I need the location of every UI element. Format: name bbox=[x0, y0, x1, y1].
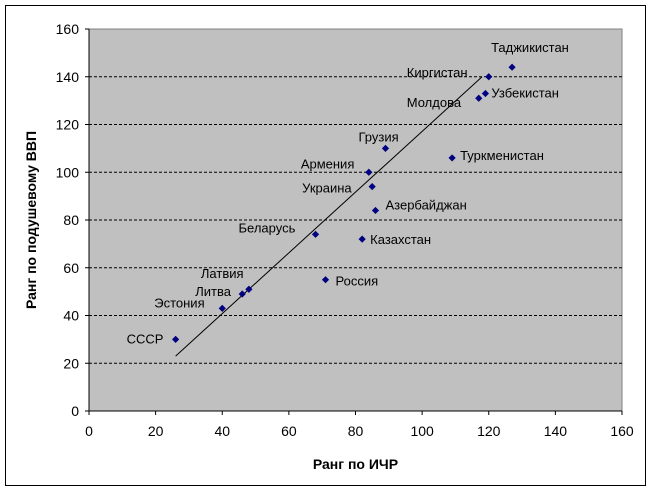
data-point bbox=[368, 182, 376, 191]
data-point bbox=[238, 290, 246, 298]
point-label: Молдова bbox=[407, 95, 462, 110]
point-label: Азербайджан bbox=[385, 197, 466, 212]
point-label: Украина bbox=[302, 181, 352, 196]
y-tick-label: 20 bbox=[63, 355, 79, 371]
point-label: Таджикистан bbox=[491, 40, 569, 55]
point-label: Эстония bbox=[154, 295, 204, 310]
x-tick-label: 140 bbox=[544, 423, 568, 439]
data-points bbox=[172, 63, 516, 343]
point-label: Беларусь bbox=[239, 220, 296, 235]
x-axis-title: Ранг по ИЧР bbox=[313, 456, 398, 472]
data-point bbox=[245, 285, 253, 293]
x-tick-label: 80 bbox=[348, 423, 364, 439]
x-tick-label: 20 bbox=[148, 423, 164, 439]
y-tick-label: 60 bbox=[63, 260, 79, 276]
x-tick-label: 120 bbox=[477, 423, 501, 439]
grid-lines bbox=[89, 76, 622, 364]
data-point bbox=[172, 335, 180, 343]
point-label: Грузия bbox=[358, 129, 398, 144]
point-label: Россия bbox=[336, 274, 379, 289]
x-tick-label: 40 bbox=[214, 423, 230, 439]
y-axis-title: Ранг по подушевому ВВП bbox=[23, 131, 39, 309]
x-axis-ticks: 0 20 40 60 80 100 120 140 160 bbox=[85, 411, 634, 439]
data-point bbox=[371, 206, 380, 215]
point-label: Армения bbox=[301, 156, 355, 171]
point-label: Литва bbox=[195, 284, 232, 299]
trendline bbox=[175, 76, 483, 357]
data-point bbox=[321, 276, 330, 284]
point-label: Казахстан bbox=[370, 232, 431, 247]
y-tick-label: 0 bbox=[71, 403, 79, 419]
point-label: СССР bbox=[127, 331, 164, 346]
x-tick-label: 0 bbox=[85, 423, 93, 439]
x-tick-label: 60 bbox=[281, 423, 297, 439]
point-label: Латвия bbox=[201, 266, 244, 281]
y-axis-ticks: 0 20 40 60 80 100 120 140 160 bbox=[56, 21, 622, 419]
x-tick-label: 160 bbox=[610, 423, 634, 439]
data-point bbox=[311, 230, 320, 238]
point-label: Киргистан bbox=[407, 65, 468, 80]
y-tick-label: 40 bbox=[63, 308, 79, 324]
data-point bbox=[381, 144, 390, 152]
point-label: Узбекистан bbox=[491, 85, 559, 100]
x-tick-label: 100 bbox=[410, 423, 434, 439]
y-tick-label: 160 bbox=[56, 21, 80, 37]
data-point bbox=[508, 63, 516, 71]
data-point bbox=[475, 94, 483, 102]
y-tick-label: 100 bbox=[56, 164, 80, 180]
data-point bbox=[218, 304, 226, 312]
data-point bbox=[481, 89, 490, 98]
y-tick-label: 120 bbox=[56, 117, 80, 133]
data-point bbox=[365, 168, 373, 176]
y-tick-label: 80 bbox=[63, 212, 79, 228]
data-point bbox=[485, 73, 493, 81]
data-point bbox=[448, 154, 456, 162]
data-point bbox=[358, 235, 366, 243]
point-label: Туркменистан bbox=[460, 148, 544, 163]
y-tick-label: 140 bbox=[56, 69, 80, 85]
